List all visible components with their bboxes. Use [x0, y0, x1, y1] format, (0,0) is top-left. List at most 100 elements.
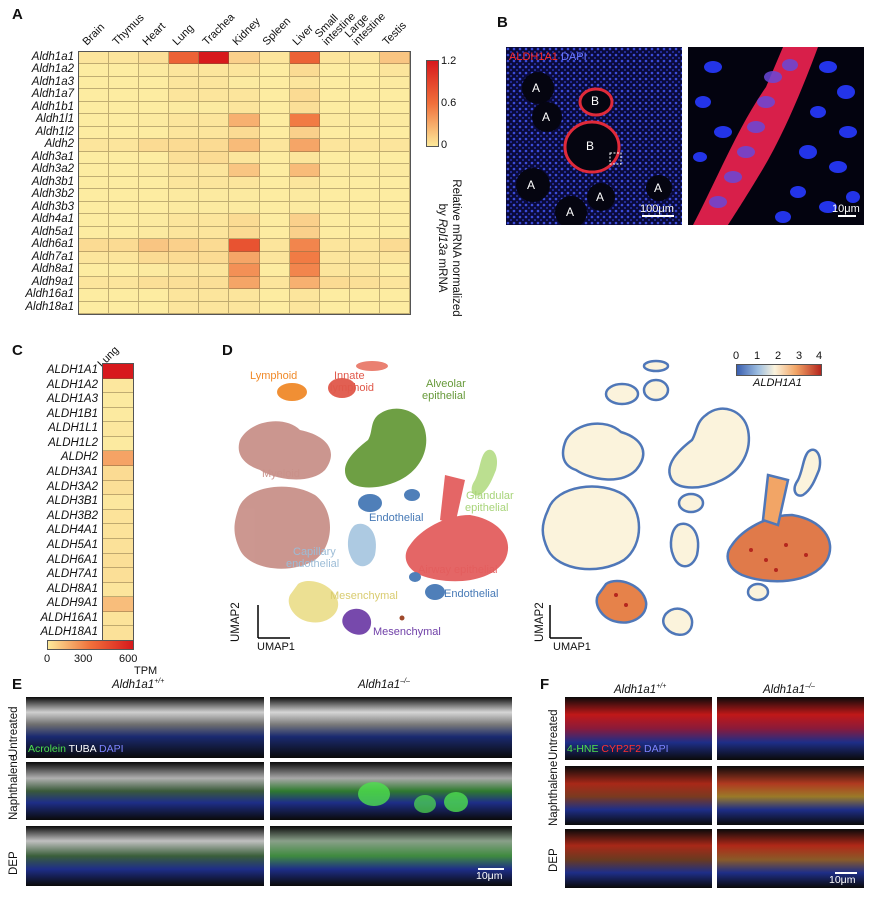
micro-f-wt-dep	[565, 829, 712, 888]
label-alveolar-2: epithelial	[422, 390, 466, 402]
heatmap-cell	[319, 264, 350, 277]
heatmap-cell	[199, 114, 230, 127]
heatmap-cell	[349, 226, 380, 240]
panel-c-tick: 300	[74, 653, 93, 665]
heatmap-cell	[259, 52, 290, 65]
colorbar-tick: 4	[816, 350, 823, 362]
column-label: Lung	[170, 22, 197, 48]
heatmap-cell	[103, 524, 133, 539]
heatmap-cell	[109, 114, 140, 127]
heatmap-cell	[169, 89, 200, 102]
heatmap-cell	[79, 251, 110, 265]
heatmap-cell	[109, 226, 140, 240]
heatmap-cell	[169, 226, 200, 240]
heatmap-cell	[103, 582, 133, 598]
row-label: Aldh3a2	[31, 163, 74, 176]
heatmap-cell	[199, 289, 230, 302]
heatmap-cell	[199, 52, 230, 65]
heatmap-cell	[319, 114, 350, 127]
heatmap-cell	[229, 176, 260, 190]
heatmap-cell	[139, 251, 170, 265]
row-label: ALDH18A1	[40, 626, 98, 639]
label-airway-a: A	[542, 110, 551, 124]
micro-f-ko-untreated	[717, 697, 864, 760]
heatmap-cell	[289, 64, 320, 77]
heatmap-cell	[289, 289, 320, 302]
heatmap-cell	[109, 52, 140, 65]
panel-f-row-naphthalene: Naphthalene	[548, 760, 560, 826]
heatmap-cell	[139, 151, 170, 165]
heatmap-cell	[259, 301, 290, 314]
heatmap-cell	[319, 189, 350, 202]
row-label: Aldh5a1	[31, 225, 74, 238]
heatmap-cell	[379, 251, 410, 265]
row-label: ALDH1L1	[48, 422, 98, 435]
heatmap-cell	[79, 201, 110, 215]
heatmap-cell	[379, 151, 410, 165]
heatmap-cell	[79, 89, 110, 102]
colorbar-tick: 1	[754, 350, 761, 362]
panel-f-row-untreated: Untreated	[548, 709, 560, 760]
heatmap-cell	[103, 436, 133, 452]
heatmap-cell	[169, 52, 200, 65]
heatmap-cell	[229, 264, 260, 277]
cluster-innate-top	[356, 361, 388, 371]
panel-f-row-dep: DEP	[548, 848, 560, 872]
heatmap-cell	[319, 289, 350, 302]
heatmap-cell	[199, 239, 230, 252]
micro-f-ko-dep: 10μm	[717, 829, 864, 888]
heatmap-cell	[199, 151, 230, 165]
scale-bar-label: 10μm	[829, 874, 856, 886]
umap-axis-x-label: UMAP1	[553, 641, 591, 653]
heatmap-cell	[139, 52, 170, 65]
column-label: Trachea	[200, 11, 238, 49]
row-label: ALDH1L2	[48, 436, 98, 449]
label-airway-a: A	[532, 81, 541, 95]
row-label: Aldh1b1	[31, 100, 74, 113]
heatmap-cell	[229, 151, 260, 165]
micro-e-wt-untreated: Acrolein TUBA DAPI	[26, 697, 264, 758]
panel-a-heatmap	[78, 51, 411, 315]
row-label: Aldh2	[44, 138, 74, 151]
row-label: Aldh7a1	[31, 250, 74, 263]
cluster-airway	[405, 515, 509, 582]
row-label: ALDH3B2	[46, 509, 98, 522]
heatmap-cell	[103, 626, 133, 641]
panel-c-label: C	[12, 342, 23, 359]
column-label: Spleen	[260, 15, 294, 48]
heatmap-cell	[103, 568, 133, 583]
heatmap-cell	[379, 214, 410, 227]
row-label: ALDH2	[60, 451, 98, 464]
heatmap-cell	[169, 239, 200, 252]
panel-b-overview-image: ALDH1A1 DAPI A A A A A A B B 100μm	[506, 47, 682, 225]
label-airway-a: A	[596, 190, 605, 204]
row-label: Aldh1a2	[31, 63, 74, 76]
row-label: ALDH9A1	[46, 597, 98, 610]
heatmap-cell	[349, 301, 380, 314]
heatmap-cell	[169, 64, 200, 77]
heatmap-cell	[349, 126, 380, 140]
heatmap-cell	[319, 239, 350, 252]
heatmap-cell	[289, 276, 320, 290]
heatmap-cell	[319, 201, 350, 215]
heatmap-cell	[289, 52, 320, 65]
cluster-lymphoid	[277, 383, 307, 401]
heatmap-cell	[349, 139, 380, 152]
heatmap-cell	[109, 189, 140, 202]
heatmap-cell	[259, 226, 290, 240]
heatmap-cell	[379, 189, 410, 202]
colorbar-tick: 2	[775, 350, 782, 362]
umap-axis-x-label: UMAP1	[257, 641, 295, 653]
heatmap-cell	[289, 101, 320, 115]
heatmap-cell	[103, 509, 133, 525]
umap-axis-y-label: UMAP2	[230, 602, 242, 642]
heatmap-cell	[259, 264, 290, 277]
row-label: ALDH4A1	[46, 524, 98, 537]
heatmap-cell	[169, 289, 200, 302]
heatmap-cell	[229, 201, 260, 215]
heatmap-cell	[103, 422, 133, 437]
heatmap-cell	[79, 189, 110, 202]
heatmap-cell	[349, 289, 380, 302]
panel-f-genotype-wt: Aldh1a1+/+	[614, 683, 667, 696]
label-mesenchymal-2: Mesenchymal	[373, 626, 441, 638]
